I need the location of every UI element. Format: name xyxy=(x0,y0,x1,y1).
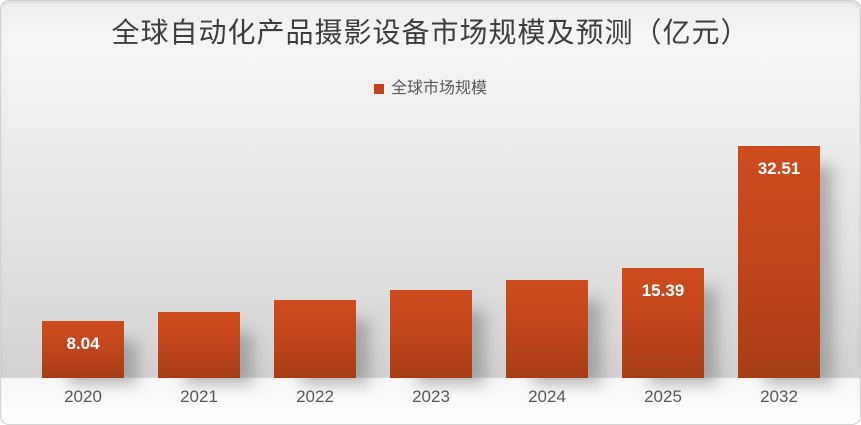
x-axis-label: 2023 xyxy=(412,387,450,406)
x-axis-label: 2021 xyxy=(180,387,218,406)
bar-slot: 8.04 xyxy=(25,48,141,378)
bar-2024 xyxy=(506,280,588,378)
plot-area: 8.04 15.39 32.51 xyxy=(25,48,837,378)
x-axis-label: 2022 xyxy=(296,387,334,406)
bar-2021 xyxy=(158,311,240,378)
bar-value-label: 8.04 xyxy=(66,333,100,353)
bar-slot: 15.39 xyxy=(605,48,721,378)
bar-slot xyxy=(373,48,489,378)
bar-2022 xyxy=(274,300,356,378)
x-axis-label: 2024 xyxy=(528,387,566,406)
bar-slot xyxy=(489,48,605,378)
bar-slot xyxy=(257,48,373,378)
legend-label: 全球市场规模 xyxy=(390,80,487,97)
bar-value-label: 15.39 xyxy=(641,281,685,301)
bar-value-label: 32.51 xyxy=(757,159,801,178)
x-axis-label: 2020 xyxy=(64,387,102,406)
x-axis: 2020 2021 2022 2023 2024 2025 2032 xyxy=(25,378,837,424)
bar-slot: 32.51 xyxy=(721,48,837,378)
bar-2025: 15.39 xyxy=(622,268,704,378)
bar-2032: 32.51 xyxy=(738,146,820,378)
bar-slot xyxy=(141,48,257,378)
x-axis-label: 2025 xyxy=(644,387,682,406)
chart-title: 全球自动化产品摄影设备市场规模及预测（亿元） xyxy=(111,18,750,49)
legend: 全球市场规模 xyxy=(1,80,860,98)
bar-2020: 8.04 xyxy=(42,320,124,378)
legend-marker-square xyxy=(373,84,384,94)
bar-2023 xyxy=(390,289,472,378)
x-axis-label: 2032 xyxy=(760,387,798,406)
